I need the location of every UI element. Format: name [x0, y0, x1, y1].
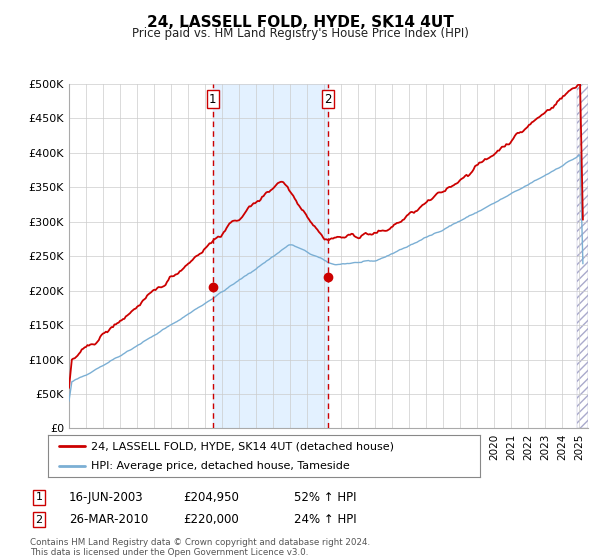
Text: 16-JUN-2003: 16-JUN-2003 — [69, 491, 143, 504]
Text: 1: 1 — [35, 492, 43, 502]
Text: 1: 1 — [209, 92, 217, 106]
Text: 2: 2 — [325, 92, 332, 106]
Text: 2: 2 — [35, 515, 43, 525]
Text: £204,950: £204,950 — [183, 491, 239, 504]
Text: 24% ↑ HPI: 24% ↑ HPI — [294, 513, 356, 526]
Text: 24, LASSELL FOLD, HYDE, SK14 4UT: 24, LASSELL FOLD, HYDE, SK14 4UT — [146, 15, 454, 30]
Text: HPI: Average price, detached house, Tameside: HPI: Average price, detached house, Tame… — [91, 461, 350, 471]
Text: £220,000: £220,000 — [183, 513, 239, 526]
Text: 52% ↑ HPI: 52% ↑ HPI — [294, 491, 356, 504]
Text: Price paid vs. HM Land Registry's House Price Index (HPI): Price paid vs. HM Land Registry's House … — [131, 27, 469, 40]
Bar — [577, 84, 588, 428]
Bar — [213, 84, 328, 428]
Text: 26-MAR-2010: 26-MAR-2010 — [69, 513, 148, 526]
Text: 24, LASSELL FOLD, HYDE, SK14 4UT (detached house): 24, LASSELL FOLD, HYDE, SK14 4UT (detach… — [91, 441, 394, 451]
Text: Contains HM Land Registry data © Crown copyright and database right 2024.
This d: Contains HM Land Registry data © Crown c… — [30, 538, 370, 557]
